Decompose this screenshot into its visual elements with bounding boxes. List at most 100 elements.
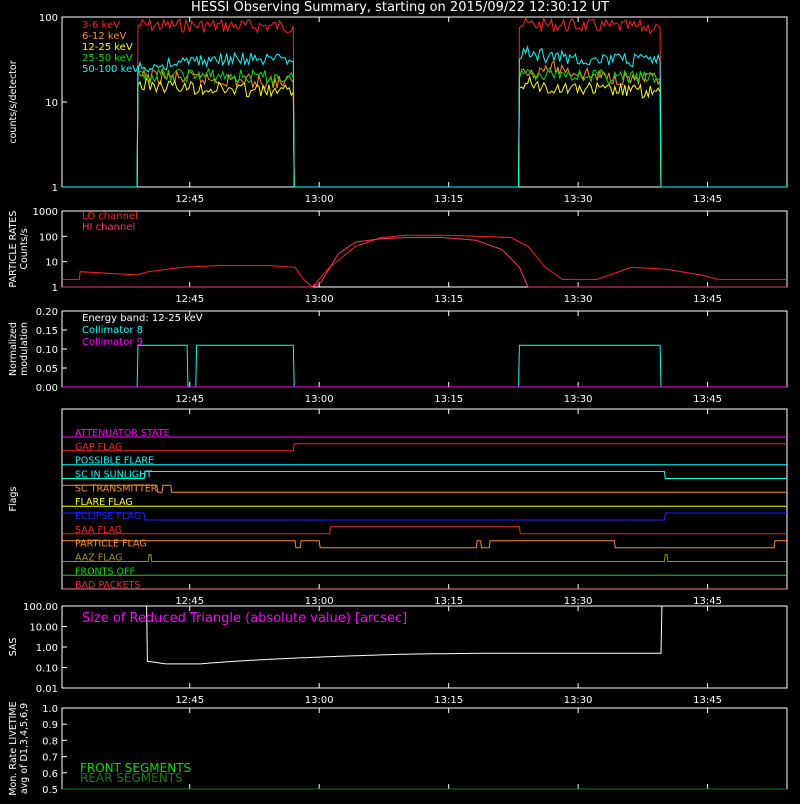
monitor-livetime-y-tick-label: 0.6 <box>42 769 58 780</box>
flag-line <box>62 540 787 549</box>
particle-rates-ylabel: Counts/s <box>19 228 30 269</box>
x-tick-label: 12:45 <box>175 596 204 607</box>
legend-entry: 50-100 keV <box>82 64 139 75</box>
x-tick-label: 13:00 <box>305 596 334 607</box>
legend-entry: LO channel <box>82 211 138 222</box>
sas-panel: 12:45 13:00 13:15 13:30 13:45 0.01 0.10 1.00 10.… <box>8 602 788 706</box>
count-rates-y-tick-label: 1 <box>52 183 58 194</box>
modulation-series-line <box>62 344 787 388</box>
x-tick-label: 13:45 <box>693 596 722 607</box>
monitor-livetime-ylabel: avg of D1,3,4,5,6,9 <box>19 703 30 794</box>
particle-rates-y-tick-label: 1000 <box>33 207 58 218</box>
x-tick-label: 13:00 <box>305 294 334 305</box>
flag-label: SC TRANSMITTER <box>75 483 158 494</box>
annotation: Energy band: 12-25 keV <box>82 313 203 324</box>
flag-label: GAP FLAG <box>75 442 122 453</box>
x-tick-label: 13:15 <box>434 596 463 607</box>
flag-line <box>62 526 787 535</box>
modulation-y-tick-label: 0.00 <box>36 383 58 394</box>
x-tick-label: 13:30 <box>564 194 593 205</box>
x-tick-label: 12:45 <box>175 394 204 405</box>
x-tick-label: 12:45 <box>175 194 204 205</box>
flag-label: SAA FLAG <box>75 525 122 536</box>
count-rates-panel: 12:45 13:00 13:15 13:30 13:45 1 10 100 counts/s/… <box>8 13 788 205</box>
monitor-livetime-y-tick-label: 1.0 <box>42 704 58 715</box>
count-rates-y-tick-label: 100 <box>39 13 58 24</box>
sas-series-line <box>146 605 663 665</box>
sas-y-tick-label: 1.00 <box>36 643 58 654</box>
x-tick-label: 13:00 <box>305 695 334 706</box>
modulation-ylabel: Normalized <box>8 322 19 376</box>
flag-line <box>62 512 787 521</box>
page-title: HESSI Observing Summary, starting on 201… <box>191 0 609 15</box>
count-rates-ylabel: counts/s/detector <box>8 60 19 143</box>
x-tick-label: 13:45 <box>693 695 722 706</box>
legend-entry: 6-12 keV <box>82 31 126 42</box>
flag-line <box>62 484 787 493</box>
x-tick-label: 13:15 <box>434 394 463 405</box>
particle-rates-y-tick-label: 100 <box>39 232 58 243</box>
particle-rates-series-line <box>62 237 787 288</box>
sas-y-tick-label: 0.01 <box>36 684 58 695</box>
count-rates-series-line <box>62 66 787 188</box>
x-tick-label: 13:30 <box>564 596 593 607</box>
monitor-livetime-panel: 0.5 0.6 0.7 0.8 0.9 1.0 Mon. Rate LIVETIME avg … <box>8 701 788 796</box>
x-tick-label: 13:15 <box>434 194 463 205</box>
sas-y-tick-label: 100.00 <box>23 602 58 613</box>
count-rates-series-line <box>62 16 787 188</box>
sas-y-tick-label: 0.10 <box>36 664 58 675</box>
modulation-y-tick-label: 0.15 <box>36 326 58 337</box>
flag-label: AAZ FLAG <box>75 553 122 564</box>
x-tick-label: 13:30 <box>564 294 593 305</box>
flag-label: SC IN SUNLIGHT <box>75 470 152 481</box>
count-rates-series-line <box>62 75 787 188</box>
x-tick-label: 13:30 <box>564 394 593 405</box>
flag-label: POSSIBLE FLARE <box>75 456 154 467</box>
particle-rates-series-line <box>62 234 787 288</box>
particle-rates-y-tick-label: 1 <box>52 283 58 294</box>
particle-rates-frame <box>61 210 788 288</box>
flag-line <box>62 554 787 562</box>
x-tick-label: 13:00 <box>305 194 334 205</box>
x-tick-label: 13:15 <box>434 294 463 305</box>
legend-entry: 3-6 keV <box>82 20 120 31</box>
monitor-livetime-y-tick-label: 0.5 <box>42 785 58 796</box>
monitor-livetime-ylabel: Mon. Rate LIVETIME <box>8 701 19 795</box>
particle-rates-panel: 12:45 13:00 13:15 13:30 13:45 1 10 100 1000 PARTI… <box>8 207 788 305</box>
flag-label: ECLIPSE FLAG <box>75 511 141 522</box>
count-rates-y-tick-label: 10 <box>45 98 58 109</box>
x-tick-label: 13:45 <box>693 394 722 405</box>
count-rates-series-line <box>62 44 787 188</box>
flag-line <box>62 471 787 479</box>
x-tick-label: 13:45 <box>693 294 722 305</box>
x-tick-label: 13:00 <box>305 394 334 405</box>
flags-ylabel: Flags <box>8 486 19 511</box>
modulation-y-tick-label: 0.05 <box>36 364 58 375</box>
monitor-livetime-y-tick-label: 0.9 <box>42 720 58 731</box>
x-tick-label: 13:45 <box>693 194 722 205</box>
legend-entry: 25-50 keV <box>82 53 133 64</box>
monitor-livetime-y-tick-label: 0.8 <box>42 736 58 747</box>
legend-entry: Collimator 8 <box>82 325 143 336</box>
flag-line <box>62 443 787 452</box>
flag-label: PARTICLE FLAG <box>75 539 147 550</box>
legend-entry: HI channel <box>82 222 135 233</box>
count-rates-frame <box>61 16 788 188</box>
flag-label: BAD PACKETS <box>75 580 141 591</box>
flag-label: FLARE FLAG <box>75 497 133 508</box>
flags-panel: 12:45 13:00 13:15 13:30 13:45 Flags ATTENUATOR… <box>8 408 788 607</box>
sas-y-tick-label: 10.00 <box>29 623 58 634</box>
modulation-panel: 12:45 13:00 13:15 13:30 13:45 0.00 0.05 0.10 0.1… <box>8 307 788 405</box>
annotation: Size of Reduced Triangle (absolute value… <box>82 611 407 626</box>
x-tick-label: 13:30 <box>564 695 593 706</box>
legend-entry: FRONT SEGMENTS <box>80 761 191 775</box>
modulation-ylabel: modulation <box>19 322 30 376</box>
x-tick-label: 13:15 <box>434 695 463 706</box>
legend-entry: 12-25 keV <box>82 42 133 53</box>
modulation-y-tick-label: 0.20 <box>36 307 58 318</box>
flag-label: FRONTS OFF <box>75 566 135 577</box>
x-tick-label: 12:45 <box>175 695 204 706</box>
particle-rates-ylabel: PARTICLE RATES <box>8 211 19 288</box>
